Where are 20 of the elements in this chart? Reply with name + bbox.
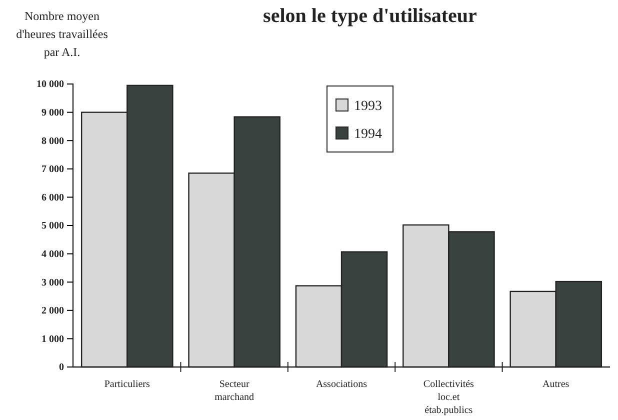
y-tick-label: 8 000 (42, 136, 64, 147)
y-tick-label: 0 (59, 362, 64, 374)
x-tick-label: Particuliers (104, 379, 150, 390)
y-tick-label: 5 000 (42, 220, 64, 232)
y-tick-label: 3 000 (42, 277, 64, 288)
legend-label: 1993 (354, 99, 382, 114)
y-tick-label: 6 000 (42, 192, 64, 204)
x-tick-label: Collectivités loc.et étab.publics (423, 379, 474, 416)
x-tick-label: Autres (542, 379, 570, 390)
y-axis-title: Nombre moyen d'heures travaillées par A.I. (16, 9, 108, 59)
x-tick-label: Secteur marchand (214, 379, 254, 403)
legend-label: 1994 (354, 127, 382, 142)
y-tick-label: 7 000 (42, 164, 64, 176)
y-tick-label: 2 000 (42, 306, 64, 317)
y-tick-label: 4 000 (42, 249, 64, 260)
chart-title: selon le type d'utilisateur (263, 5, 478, 27)
y-tick-label: 9 000 (42, 108, 64, 118)
x-tick-label: Associations (316, 379, 368, 390)
y-tick-label: 1 000 (42, 334, 64, 345)
y-tick-label: 10 000 (36, 79, 64, 90)
